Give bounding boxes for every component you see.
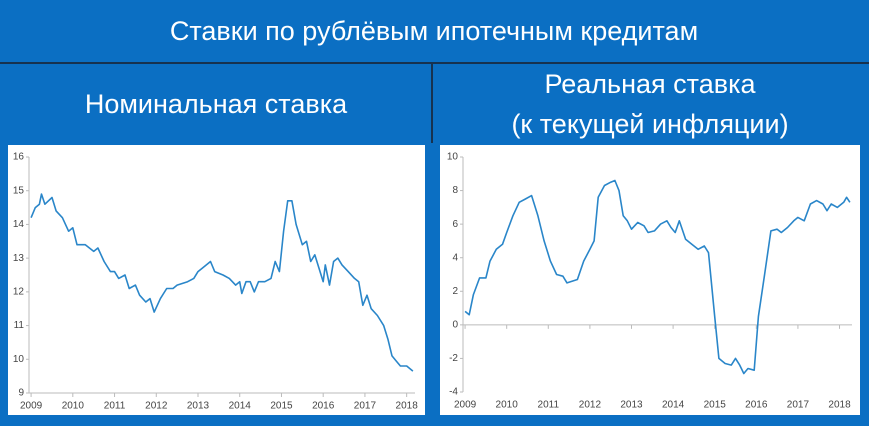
x-tick-label: 2012 bbox=[145, 401, 168, 412]
x-tick-label: 2012 bbox=[579, 400, 602, 411]
x-tick-label: 2016 bbox=[745, 400, 768, 411]
y-tick-label: 10 bbox=[447, 152, 459, 163]
x-tick-label: 2009 bbox=[454, 400, 477, 411]
chart-panel bbox=[440, 145, 860, 415]
x-tick-label: 2015 bbox=[270, 401, 293, 412]
x-tick-label: 2011 bbox=[104, 401, 126, 412]
x-tick-label: 2014 bbox=[229, 401, 252, 412]
y-tick-label: 0 bbox=[452, 319, 458, 330]
x-tick-label: 2017 bbox=[787, 400, 810, 411]
chart-title: Реальная ставка bbox=[544, 69, 756, 99]
y-tick-label: 16 bbox=[13, 152, 25, 163]
x-tick-label: 2013 bbox=[187, 401, 210, 412]
x-tick-label: 2016 bbox=[312, 401, 335, 412]
y-tick-label: 13 bbox=[13, 253, 25, 264]
chart-title: Номинальная ставка bbox=[85, 89, 348, 119]
x-tick-label: 2018 bbox=[396, 401, 419, 412]
line bbox=[30, 193, 414, 372]
y-tick-label: 4 bbox=[452, 252, 458, 263]
y-tick-label: 8 bbox=[452, 185, 458, 196]
y-tick-label: 10 bbox=[13, 354, 25, 365]
y-tick-label: 12 bbox=[13, 286, 25, 297]
x-tick-label: 2014 bbox=[662, 400, 685, 411]
y-tick-label: -4 bbox=[449, 387, 458, 398]
x-tick-label: 2017 bbox=[354, 401, 377, 412]
line bbox=[464, 179, 851, 375]
x-tick-label: 2011 bbox=[538, 400, 560, 411]
x-tick-label: 2010 bbox=[496, 400, 519, 411]
chart-panel bbox=[8, 145, 425, 415]
y-tick-label: 2 bbox=[452, 286, 458, 297]
x-tick-label: 2010 bbox=[62, 401, 85, 412]
y-tick-label: 11 bbox=[14, 320, 25, 331]
x-tick-label: 2013 bbox=[620, 400, 643, 411]
y-tick-label: -2 bbox=[449, 353, 458, 364]
x-tick-label: 2009 bbox=[20, 401, 43, 412]
x-tick-label: 2015 bbox=[704, 400, 727, 411]
y-tick-label: 14 bbox=[13, 219, 25, 230]
y-tick-label: 15 bbox=[13, 185, 25, 196]
page-title: Ставки по рублёвым ипотечным кредитам bbox=[170, 16, 698, 46]
y-tick-label: 9 bbox=[18, 388, 24, 399]
y-tick-label: 6 bbox=[452, 219, 458, 230]
chart-subtitle: (к текущей инфляции) bbox=[511, 109, 788, 139]
x-tick-label: 2018 bbox=[828, 400, 851, 411]
